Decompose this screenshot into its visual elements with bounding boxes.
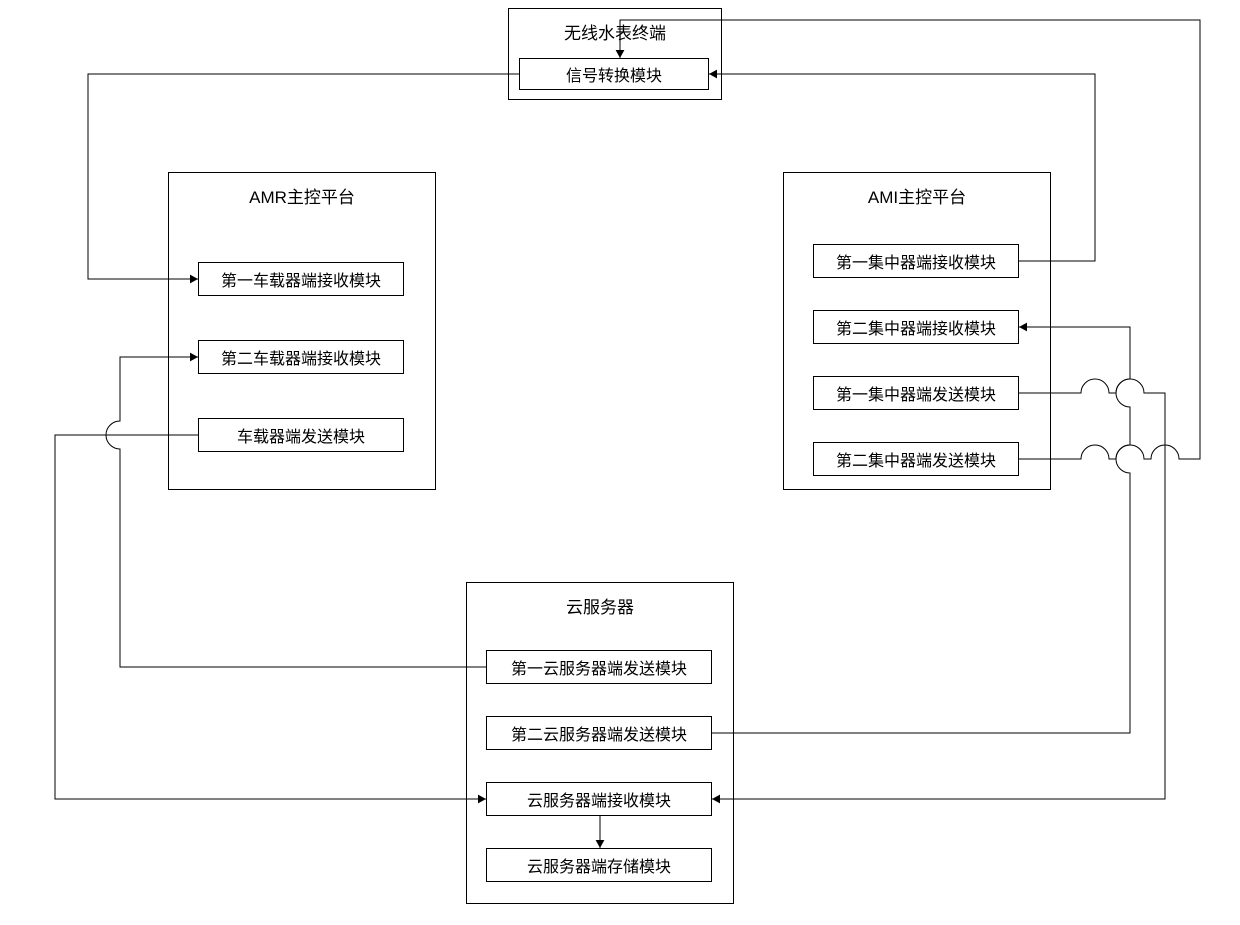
- module-cloud_rx: 云服务器端接收模块: [486, 782, 712, 816]
- container-title-ami: AMI主控平台: [784, 173, 1050, 216]
- module-ami_rx1: 第一集中器端接收模块: [813, 244, 1019, 278]
- container-title-amr: AMR主控平台: [169, 173, 435, 216]
- module-amr_tx: 车载器端发送模块: [198, 418, 404, 452]
- module-amr_rx1: 第一车载器端接收模块: [198, 262, 404, 296]
- module-cloud_tx1: 第一云服务器端发送模块: [486, 650, 712, 684]
- module-signal_conv: 信号转换模块: [519, 58, 709, 90]
- module-cloud_tx2: 第二云服务器端发送模块: [486, 716, 712, 750]
- container-title-terminal: 无线水表终端: [509, 9, 721, 52]
- module-cloud_store: 云服务器端存储模块: [486, 848, 712, 882]
- module-ami_tx1: 第一集中器端发送模块: [813, 376, 1019, 410]
- module-amr_rx2: 第二车载器端接收模块: [198, 340, 404, 374]
- container-title-cloud: 云服务器: [467, 583, 733, 626]
- module-ami_rx2: 第二集中器端接收模块: [813, 310, 1019, 344]
- module-ami_tx2: 第二集中器端发送模块: [813, 442, 1019, 476]
